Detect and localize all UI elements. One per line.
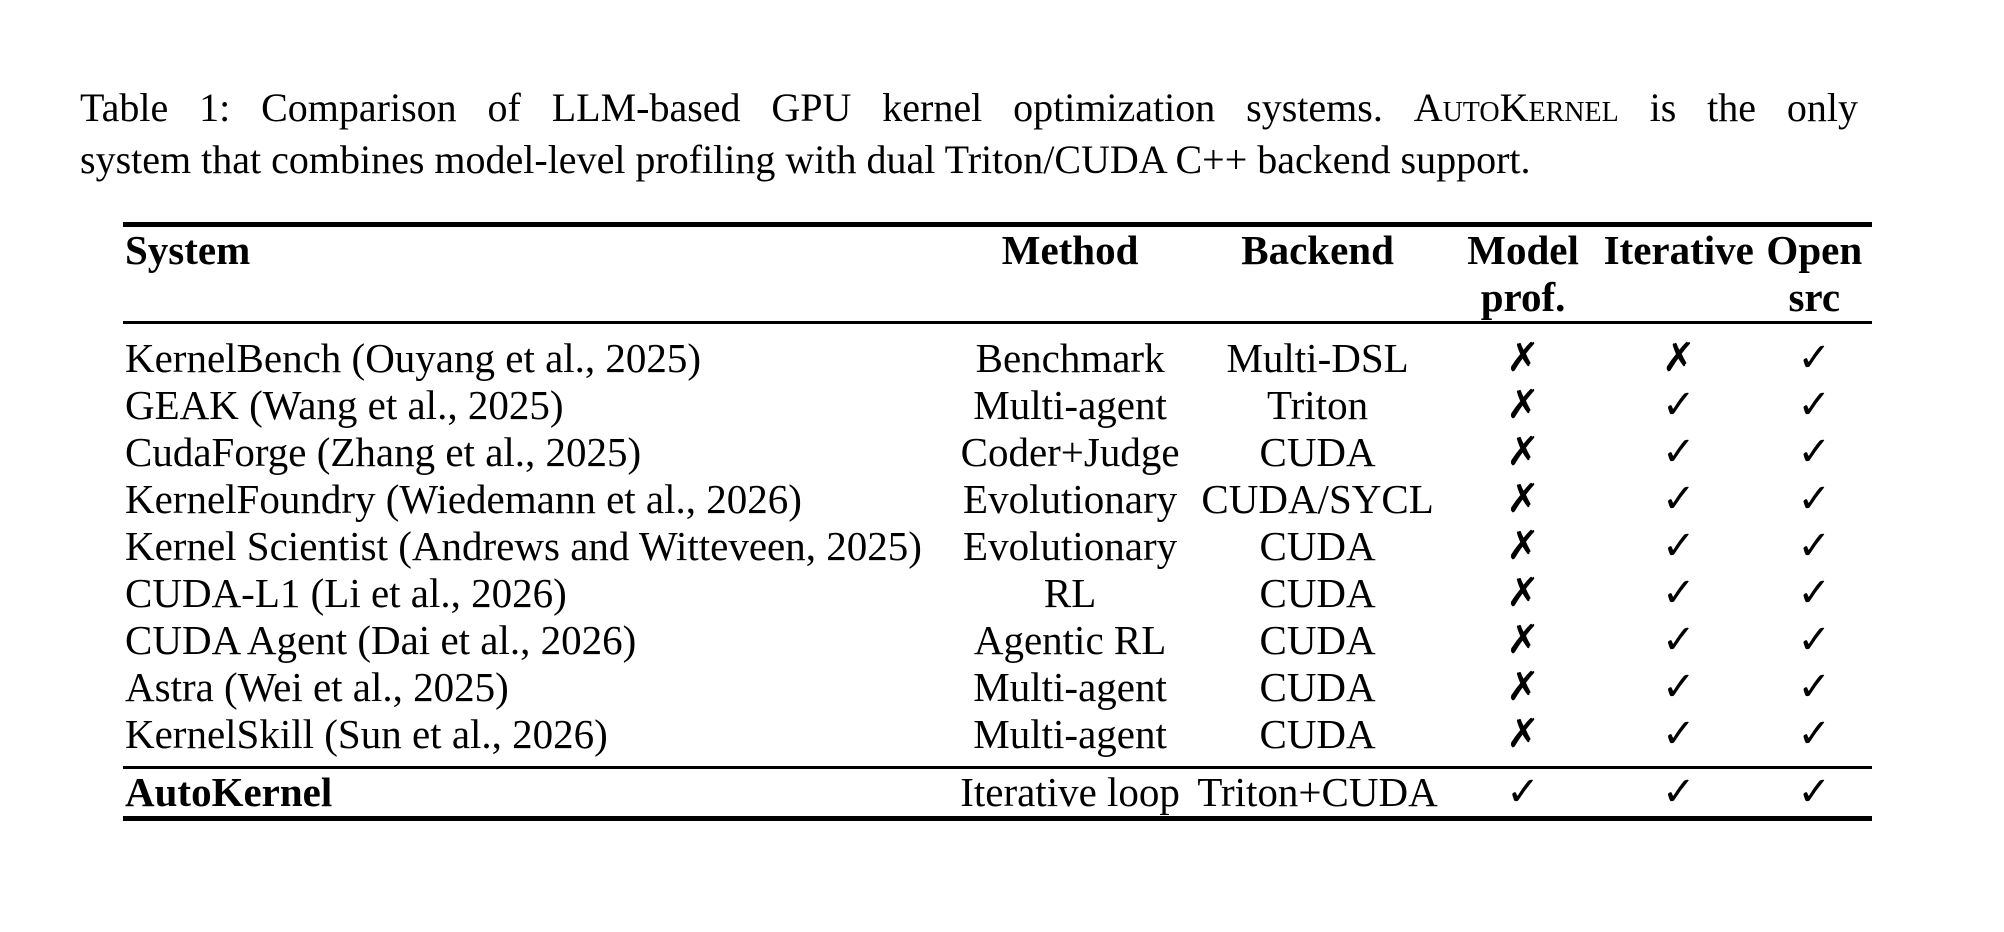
- iterative-cell: ✓: [1661, 570, 1696, 616]
- method-cell: Multi-agent: [950, 711, 1190, 769]
- table-row: CUDA-L1 (Li et al., 2026) RL CUDA ✗ ✓ ✓: [123, 570, 1872, 617]
- column-header-open-src: Open src: [1756, 224, 1872, 324]
- method-cell: RL: [1043, 570, 1097, 616]
- header-label: Backend: [1241, 227, 1394, 273]
- open-src-cell: ✓: [1797, 617, 1832, 663]
- backend-cell: CUDA: [1189, 711, 1446, 769]
- column-header-iterative: Iterative: [1600, 224, 1757, 324]
- header-row: System Method Backend Model prof.: [123, 224, 1872, 324]
- caption-line-2: system that combines model-level profili…: [80, 137, 1531, 182]
- model-prof-cell: ✗: [1506, 429, 1540, 475]
- caption-text-before-smallcaps: Table 1: Comparison of LLM-based GPU ker…: [80, 85, 1414, 130]
- table-row: Astra (Wei et al., 2025) Multi-agent CUDA ✗…: [123, 664, 1872, 711]
- column-header-backend: Backend: [1189, 224, 1446, 324]
- system-cell: GEAK (Wang et al., 2025): [125, 382, 564, 428]
- method-cell: Coder+Judge: [960, 429, 1180, 475]
- open-src-cell: ✓: [1797, 335, 1832, 381]
- iterative-cell: ✓: [1661, 664, 1696, 710]
- method-cell: Evolutionary: [963, 523, 1178, 569]
- method-cell: Multi-agent: [973, 664, 1167, 710]
- table-row: CUDA Agent (Dai et al., 2026) Agentic RL C…: [123, 617, 1872, 664]
- method-cell: Benchmark: [975, 335, 1165, 381]
- method-cell: Agentic RL: [973, 617, 1167, 663]
- iterative-cell: ✓: [1661, 476, 1696, 522]
- system-cell: CUDA-L1 (Li et al., 2026): [125, 570, 567, 616]
- backend-cell: Triton: [1267, 382, 1369, 428]
- table-row: KernelSkill (Sun et al., 2026) Multi-agen…: [123, 711, 1872, 769]
- header-label: System: [125, 227, 251, 273]
- model-prof-cell: ✗: [1506, 335, 1540, 381]
- system-cell: KernelBench (Ouyang et al., 2025): [125, 335, 702, 381]
- table-row: KernelBench (Ouyang et al., 2025) Benchma…: [123, 323, 1872, 383]
- open-src-cell: ✓: [1797, 570, 1832, 616]
- model-prof-cell: ✗: [1506, 570, 1540, 616]
- system-cell: CudaForge (Zhang et al., 2025): [125, 429, 642, 475]
- header-label: Method: [1001, 227, 1139, 273]
- comparison-table-wrap: System Method Backend Model prof.: [123, 222, 1872, 821]
- header-sublabel: prof.: [1480, 274, 1566, 320]
- backend-cell: CUDA: [1259, 570, 1376, 616]
- table-row: KernelFoundry (Wiedemann et al., 2026) Ev…: [123, 476, 1872, 523]
- backend-cell: CUDA/SYCL: [1201, 476, 1434, 522]
- iterative-cell: ✓: [1661, 382, 1696, 428]
- table-row: CudaForge (Zhang et al., 2025) Coder+Judg…: [123, 429, 1872, 476]
- backend-cell: CUDA: [1259, 664, 1376, 710]
- iterative-cell: ✓: [1661, 523, 1696, 569]
- model-prof-cell: ✓: [1506, 769, 1540, 815]
- open-src-cell: ✓: [1797, 664, 1832, 710]
- model-prof-cell: ✗: [1506, 523, 1540, 569]
- backend-cell: CUDA: [1259, 617, 1376, 663]
- system-cell: Astra (Wei et al., 2025): [125, 664, 509, 710]
- open-src-cell: ✓: [1797, 429, 1832, 475]
- system-cell: KernelFoundry (Wiedemann et al., 2026): [125, 476, 802, 522]
- iterative-cell: ✗: [1661, 335, 1696, 381]
- open-src-cell: ✓: [1797, 523, 1832, 569]
- model-prof-cell: ✗: [1506, 476, 1540, 522]
- open-src-cell: ✓: [1797, 769, 1832, 815]
- table-caption: Table 1: Comparison of LLM-based GPU ker…: [80, 82, 1858, 186]
- header-sublabel: src: [1788, 274, 1841, 320]
- model-prof-cell: ✗: [1506, 664, 1540, 710]
- table-row: Kernel Scientist (Andrews and Witteveen,…: [123, 523, 1872, 570]
- iterative-cell: ✓: [1661, 429, 1696, 475]
- system-cell: CUDA Agent (Dai et al., 2026): [125, 617, 637, 663]
- comparison-table: System Method Backend Model prof.: [123, 222, 1872, 821]
- table-head: System Method Backend Model prof.: [123, 224, 1872, 324]
- method-cell: Evolutionary: [963, 476, 1178, 522]
- open-src-cell: ✓: [1756, 711, 1872, 769]
- column-header-method: Method: [950, 224, 1190, 324]
- model-prof-cell: ✗: [1445, 711, 1601, 769]
- open-src-cell: ✓: [1797, 382, 1832, 428]
- backend-cell: CUDA: [1259, 523, 1376, 569]
- backend-cell: CUDA: [1259, 429, 1376, 475]
- model-prof-cell: ✗: [1506, 617, 1540, 663]
- caption-line-1: Table 1: Comparison of LLM-based GPU ker…: [80, 82, 1858, 134]
- table-row: GEAK (Wang et al., 2025) Multi-agent Trito…: [123, 382, 1872, 429]
- header-label: Iterative: [1603, 227, 1754, 273]
- open-src-cell: ✓: [1797, 476, 1832, 522]
- backend-cell: Multi-DSL: [1226, 335, 1409, 381]
- iterative-cell: ✓: [1600, 711, 1757, 769]
- system-cell: AutoKernel: [125, 769, 333, 815]
- iterative-cell: ✓: [1661, 617, 1696, 663]
- backend-cell: Triton+CUDA: [1197, 769, 1438, 815]
- method-cell: Multi-agent: [973, 382, 1167, 428]
- table-body: KernelBench (Ouyang et al., 2025) Benchma…: [123, 323, 1872, 769]
- model-prof-cell: ✗: [1506, 382, 1540, 428]
- column-header-system: System: [123, 224, 951, 324]
- header-label: Open: [1766, 227, 1863, 273]
- header-label: Model: [1467, 227, 1579, 273]
- iterative-cell: ✓: [1661, 769, 1696, 815]
- caption-text-after-smallcaps: is the only: [1618, 85, 1858, 130]
- autokernel-smallcaps: AutoKernel: [1413, 85, 1619, 130]
- method-cell: Iterative loop: [960, 769, 1180, 815]
- table-foot: AutoKernel Iterative loop Triton+CUDA ✓ ✓ ✓: [123, 768, 1872, 819]
- system-cell: Kernel Scientist (Andrews and Witteveen,…: [125, 523, 922, 569]
- column-header-model-prof: Model prof.: [1445, 224, 1601, 324]
- highlight-row: AutoKernel Iterative loop Triton+CUDA ✓ ✓ ✓: [123, 768, 1872, 819]
- system-cell: KernelSkill (Sun et al., 2026): [123, 711, 951, 769]
